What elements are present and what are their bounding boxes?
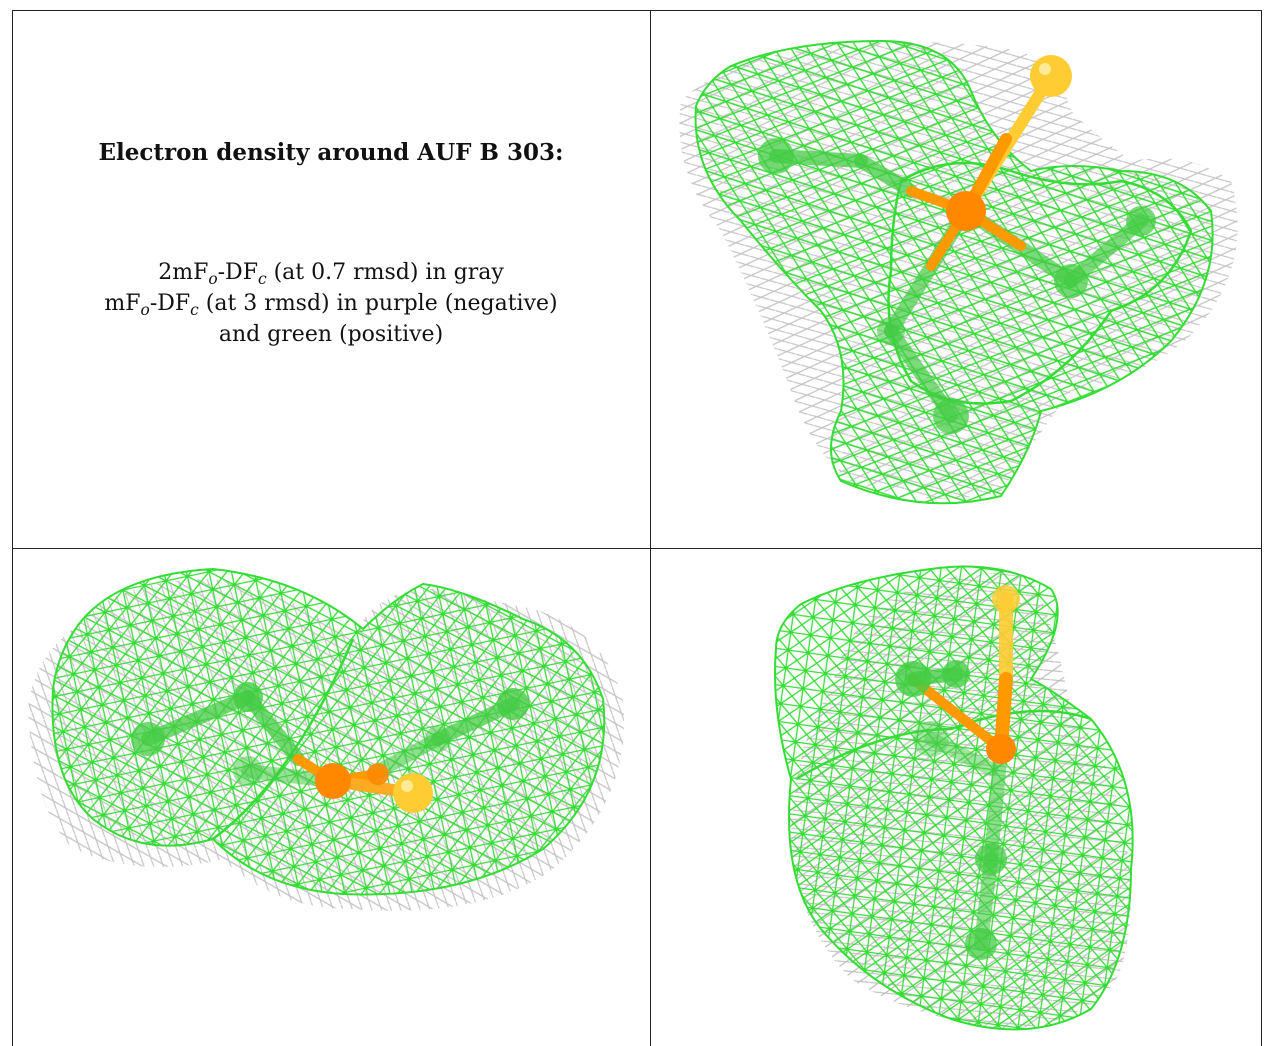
legend-line-green: and green (positive) [218, 322, 444, 347]
legend-line-gray-text: -DF [217, 260, 258, 285]
electron-density-mesh-view-1-icon [679, 39, 1238, 505]
legend-line-gray-text: 2mF [158, 260, 209, 285]
caption-title: Electron density around AUF B 303: [98, 139, 564, 166]
row-divider-tick [637, 548, 664, 549]
legend-sub: c [190, 301, 199, 319]
legend-line-gray: 2mFo-DFc (at 0.7 rmsd) in gray [13, 257, 649, 288]
caption-cell: Electron density around AUF B 303: 2mFo-… [13, 11, 649, 547]
figure-table [12, 10, 1262, 1046]
legend-sub: o [140, 301, 150, 319]
legend-line-diff-text: mF [104, 291, 141, 316]
legend-line-diff-text: (at 3 rmsd) in purple (negative) [198, 291, 558, 316]
legend-sub: c [257, 270, 267, 288]
caption-legend: 2mFo-DFc (at 0.7 rmsd) in gray mFo-DFc (… [13, 257, 649, 350]
view-bottom-left [13, 549, 649, 1046]
view-top-right [651, 11, 1261, 547]
view-bottom-right [651, 549, 1261, 1046]
legend-line-gray-text: (at 0.7 rmsd) in gray [266, 260, 504, 285]
legend-line-diff-text: -DF [149, 291, 191, 316]
legend-sub: o [208, 270, 218, 288]
legend-line-difference: mFo-DFc (at 3 rmsd) in purple (negative) [13, 288, 649, 319]
column-divider [650, 10, 651, 1046]
electron-density-mesh-view-3-icon [774, 565, 1134, 1031]
electron-density-mesh-view-2-icon [28, 567, 625, 911]
